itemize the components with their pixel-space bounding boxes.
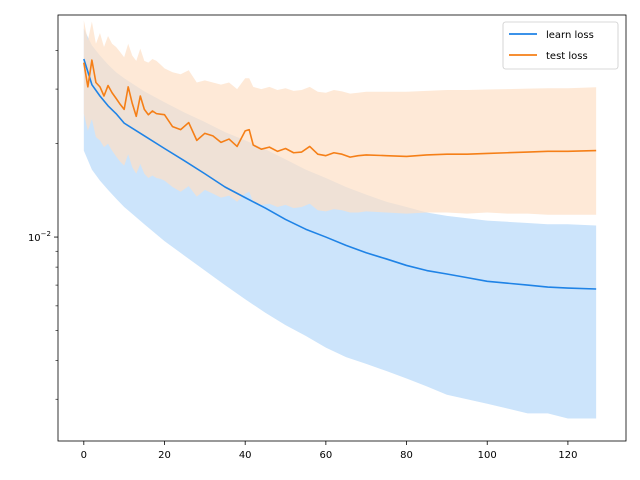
test-loss-band — [83, 20, 597, 215]
plot-frame — [57, 14, 627, 442]
x-tick-label: 20 — [158, 450, 171, 461]
legend-label-learn-loss: learn loss — [546, 30, 594, 41]
x-tick-label: 80 — [400, 450, 413, 461]
x-tick-label: 0 — [81, 450, 87, 461]
x-axis: 0 20 40 60 80 100 120 — [81, 441, 577, 461]
y-tick-label: 10−2 — [28, 230, 51, 244]
y-tick-label-base: 10 — [28, 233, 41, 244]
x-tick-label: 40 — [239, 450, 252, 461]
y-tick-label-exponent: −2 — [41, 230, 51, 238]
legend: learn loss test loss — [502, 21, 619, 70]
learn-loss-line — [83, 58, 597, 290]
x-tick-label: 120 — [558, 450, 577, 461]
series-lines — [83, 58, 597, 290]
legend-label-test-loss: test loss — [546, 51, 588, 62]
test-loss-line — [83, 59, 597, 158]
error-bands — [83, 20, 597, 419]
y-axis: 10−2 — [28, 50, 58, 400]
x-tick-label: 60 — [319, 450, 332, 461]
x-tick-label: 100 — [478, 450, 497, 461]
